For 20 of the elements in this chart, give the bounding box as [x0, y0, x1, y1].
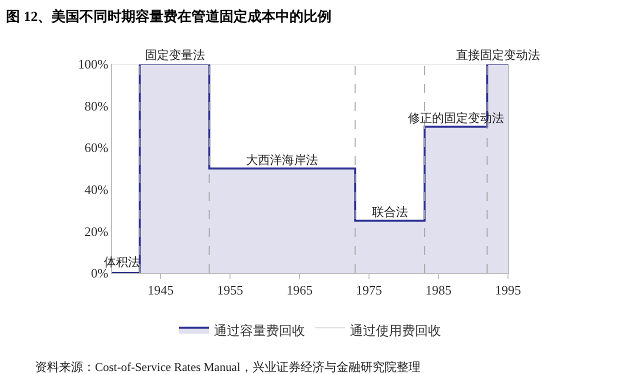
chart-title: 图 12、美国不同时期容量费在管道固定成本中的比例 [6, 8, 332, 26]
x-tick-label: 1985 [426, 282, 452, 298]
legend-label: 通过容量费回收 [214, 322, 305, 338]
y-tick-label: 60% [84, 140, 109, 156]
x-tick-label: 1945 [148, 282, 174, 298]
annotation: 大西洋海岸法 [246, 153, 318, 167]
x-tick-label: 1965 [286, 282, 313, 298]
annotation: 固定变量法 [145, 48, 205, 62]
legend-label: 通过使用费回收 [350, 322, 441, 338]
y-tick-label: 80% [84, 98, 109, 114]
text: 资料来源：Cost-of-Service Rates Manual，兴业证券经济与金融研究院整理 [35, 360, 420, 374]
x-tick-label: 1995 [495, 282, 521, 298]
annotation: 直接固定变动法 [456, 48, 540, 62]
y-tick-label: 20% [84, 224, 109, 239]
x-tick-label: 1975 [356, 282, 382, 298]
annotation: 联合法 [372, 205, 408, 219]
y-tick-label: 40% [84, 182, 109, 197]
x-tick-label: 1955 [217, 282, 244, 298]
y-tick-label: 0% [91, 266, 109, 281]
y-tick-label: 100% [78, 56, 109, 72]
